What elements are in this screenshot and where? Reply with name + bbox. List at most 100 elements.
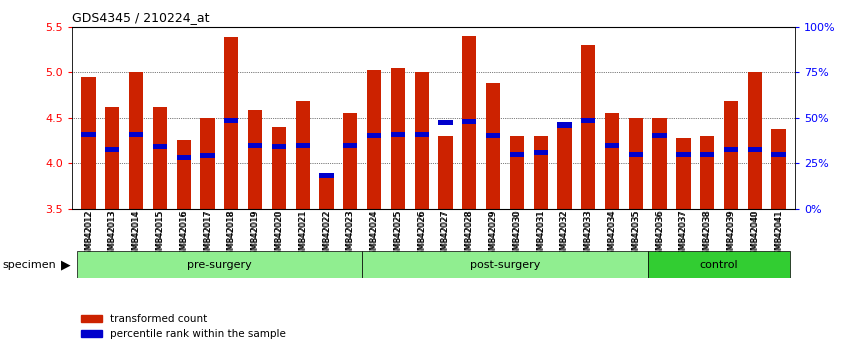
Bar (415, 72, 429, 209)
Text: GSM842030: GSM842030 (513, 209, 521, 260)
Bar (605, 113, 619, 209)
Bar (224, 38, 239, 209)
FancyBboxPatch shape (77, 251, 362, 278)
Bar (534, 136, 547, 209)
Bar (509, 136, 524, 209)
Bar (415, 132, 429, 137)
Bar (224, 118, 239, 123)
Text: GSM842032: GSM842032 (560, 209, 569, 260)
Bar (748, 147, 762, 152)
Bar (724, 101, 738, 209)
Text: GSM842016: GSM842016 (179, 209, 189, 260)
Text: GSM842034: GSM842034 (607, 209, 617, 260)
Text: GSM842040: GSM842040 (750, 209, 760, 260)
Bar (558, 122, 572, 127)
Text: GDS4345 / 210224_at: GDS4345 / 210224_at (72, 11, 210, 24)
Bar (153, 107, 167, 209)
Bar (177, 141, 191, 209)
Bar (605, 143, 619, 148)
Bar (343, 143, 357, 148)
Text: GSM842013: GSM842013 (107, 209, 117, 260)
Bar (201, 118, 215, 209)
Text: specimen: specimen (3, 260, 57, 270)
Bar (772, 129, 786, 209)
Text: GSM842026: GSM842026 (417, 209, 426, 260)
Bar (105, 147, 119, 152)
Bar (295, 101, 310, 209)
Bar (676, 152, 690, 157)
Bar (153, 144, 167, 149)
Bar (81, 77, 96, 209)
Bar (319, 173, 333, 178)
Bar (272, 127, 286, 209)
Text: GSM842039: GSM842039 (727, 209, 735, 260)
Text: GSM842018: GSM842018 (227, 209, 236, 260)
Bar (295, 143, 310, 148)
Text: GSM842037: GSM842037 (678, 209, 688, 260)
Text: pre-surgery: pre-surgery (187, 259, 252, 270)
Text: GSM842021: GSM842021 (298, 209, 307, 260)
Bar (629, 152, 643, 157)
Bar (652, 118, 667, 209)
Text: GSM842023: GSM842023 (346, 209, 354, 260)
Bar (367, 70, 382, 209)
Bar (652, 133, 667, 138)
Bar (391, 132, 405, 137)
Bar (534, 150, 547, 155)
Text: post-surgery: post-surgery (470, 259, 540, 270)
Bar (177, 155, 191, 160)
Legend: transformed count, percentile rank within the sample: transformed count, percentile rank withi… (77, 310, 290, 343)
Bar (486, 133, 500, 138)
Bar (724, 147, 738, 152)
Text: GSM842022: GSM842022 (322, 209, 331, 260)
Bar (772, 152, 786, 157)
Bar (391, 68, 405, 209)
Bar (129, 132, 143, 137)
Text: GSM842035: GSM842035 (631, 209, 640, 260)
Text: GSM842028: GSM842028 (464, 209, 474, 260)
Text: GSM842014: GSM842014 (132, 209, 140, 260)
Text: GSM842025: GSM842025 (393, 209, 403, 260)
Bar (581, 118, 596, 123)
Bar (486, 83, 500, 209)
Bar (105, 107, 119, 209)
Bar (700, 152, 714, 157)
Bar (676, 138, 690, 209)
Bar (248, 110, 262, 209)
Bar (438, 136, 453, 209)
Text: ▶: ▶ (61, 258, 70, 271)
Bar (700, 136, 714, 209)
Text: GSM842029: GSM842029 (488, 209, 497, 260)
Bar (748, 72, 762, 209)
Bar (201, 154, 215, 159)
Text: GSM842024: GSM842024 (370, 209, 379, 260)
Text: GSM842015: GSM842015 (156, 209, 164, 260)
Text: GSM842041: GSM842041 (774, 209, 783, 260)
Bar (81, 132, 96, 137)
Bar (462, 119, 476, 124)
Bar (438, 120, 453, 125)
FancyBboxPatch shape (648, 251, 790, 278)
Text: GSM842038: GSM842038 (703, 209, 711, 260)
Text: GSM842017: GSM842017 (203, 209, 212, 260)
Bar (558, 125, 572, 209)
FancyBboxPatch shape (362, 251, 648, 278)
Bar (462, 36, 476, 209)
Bar (509, 152, 524, 157)
Text: GSM842019: GSM842019 (250, 209, 260, 260)
Text: control: control (700, 259, 739, 270)
Bar (367, 133, 382, 138)
Text: GSM842031: GSM842031 (536, 209, 545, 260)
Text: GSM842027: GSM842027 (441, 209, 450, 260)
Bar (129, 72, 143, 209)
Bar (248, 143, 262, 148)
Text: GSM842020: GSM842020 (274, 209, 283, 260)
Bar (629, 118, 643, 209)
Bar (319, 174, 333, 209)
Bar (343, 113, 357, 209)
Text: GSM842036: GSM842036 (655, 209, 664, 260)
Bar (581, 45, 596, 209)
Text: GSM842033: GSM842033 (584, 209, 593, 260)
Text: GSM842012: GSM842012 (84, 209, 93, 260)
Bar (272, 144, 286, 149)
